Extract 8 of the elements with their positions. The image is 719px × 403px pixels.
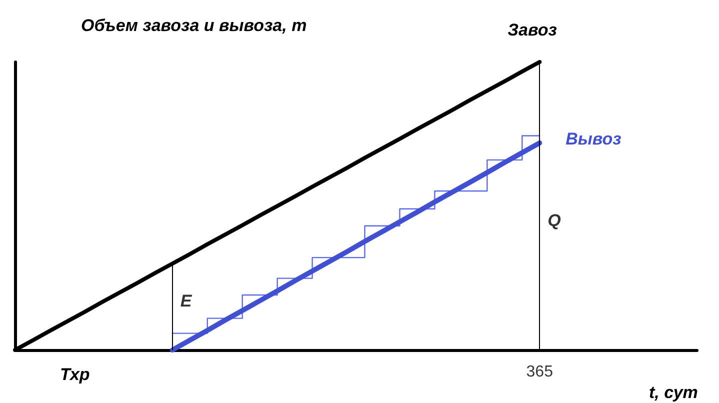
x-axis-title: t, сут xyxy=(649,383,698,402)
text: Тхр xyxy=(60,365,90,384)
series-label: Вывоз xyxy=(566,129,622,148)
annotation: E xyxy=(180,291,192,310)
series-label: Завоз xyxy=(508,20,558,40)
text: 365 xyxy=(526,364,554,380)
y-axis-title: Объем завоза и вывоза, т xyxy=(81,16,307,35)
annotation: Q xyxy=(548,210,561,230)
